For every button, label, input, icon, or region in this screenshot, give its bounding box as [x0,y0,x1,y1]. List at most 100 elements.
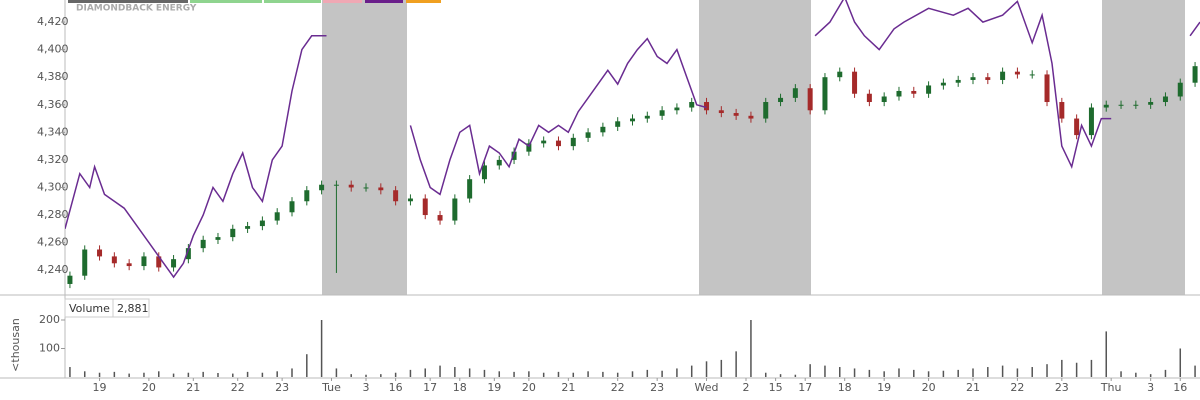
candle-body [1103,104,1109,108]
y-tick-label: 4,240 [37,263,69,276]
volume-bar [942,370,945,377]
candle-body [926,85,932,94]
candle-body [1029,74,1035,76]
x-tick-label: 3 [363,381,370,394]
candle-body [1088,107,1094,136]
candle-body [97,249,103,257]
study-tab[interactable] [365,0,403,3]
candle-body [792,88,798,98]
candle-body [452,198,458,221]
candle-body [333,184,339,186]
y-tick-label: 4,280 [37,208,69,221]
extended-hours [322,0,407,295]
candle-body [1074,118,1080,136]
candle-body [200,239,206,249]
candle-body [407,198,413,202]
candle-body [467,179,473,199]
x-tick-label: 22 [611,381,625,394]
volume-bar [98,372,101,377]
candle-body [852,71,858,94]
candle-body [185,248,191,260]
candle-body [674,107,680,111]
candle-body [274,212,280,221]
x-tick-label: 22 [231,381,245,394]
x-tick-label: 16 [389,381,403,394]
study-tab[interactable] [406,0,441,3]
candle-body [393,190,399,202]
candle-body [511,151,517,160]
volume-bar [187,372,190,377]
y-tick-label: 4,320 [37,153,69,166]
volume-bar [987,367,989,377]
volume-bar [439,365,441,377]
candle-body [940,82,946,86]
extended-hours [699,0,811,295]
volume-bar [246,371,249,377]
x-tick-label: 23 [650,381,664,394]
study-tab[interactable] [190,0,262,3]
study-tab[interactable] [68,0,188,3]
x-tick-label: 18 [453,381,467,394]
volume-bar [409,369,412,377]
candle-body [171,259,177,268]
volume-bar [868,369,871,377]
volume-bar [69,367,71,377]
candle-body [970,77,976,80]
candle-body [1014,71,1020,75]
candle-body [822,77,828,111]
volume-bar [202,371,204,377]
volume-bar [676,368,678,377]
volume-bar [350,374,352,377]
volume-bar [913,369,915,377]
volume-bar [646,369,649,377]
volume-bar [483,369,486,377]
x-tick-label: 2 [743,381,750,394]
volume-bar [1179,348,1182,377]
candle-body [778,97,784,103]
candle-body [319,184,325,191]
y-tick-label: 4,400 [37,43,69,56]
x-tick-label: 22 [1010,381,1024,394]
volume-bar [1135,372,1137,377]
volume-bar [705,361,708,377]
study-tab[interactable] [323,0,362,3]
volume-bar [1105,331,1107,377]
volume-plot [69,320,1196,377]
candle-body [156,256,162,268]
candle-body [304,190,310,202]
volume-bar [631,371,634,377]
candle-body [230,228,236,238]
candle-body [689,102,695,108]
candle-body [1000,71,1006,80]
candle-body [1118,104,1124,106]
x-tick-label: 20 [522,381,536,394]
volume-bar [720,359,723,377]
x-tick-label: 23 [275,381,289,394]
volume-bar [824,365,826,377]
x-tick-label: 15 [769,381,783,394]
volume-bar [172,373,175,377]
candle-body [600,126,606,133]
candle-body [1148,102,1154,105]
volume-bar [424,368,426,377]
x-tick-label: 20 [922,381,936,394]
candle-body [67,275,73,284]
study-tab[interactable] [264,0,321,3]
volume-bar [587,371,589,377]
volume-bar [690,365,693,377]
volume-bar [276,371,278,377]
candle-body [437,215,443,221]
candle-body [378,187,384,191]
candle-body [1177,82,1183,97]
volume-bar [83,371,86,377]
candle-body [259,220,265,227]
volume-bar [927,371,930,377]
candle-body [733,113,739,116]
volume-header [64,298,150,318]
volume-bar [1016,368,1019,377]
volume-bar [809,364,811,377]
y-tick-label: 4,340 [37,125,69,138]
candle-body [289,201,295,213]
volume-title: Volume [69,302,110,315]
volume-bar [661,370,663,377]
